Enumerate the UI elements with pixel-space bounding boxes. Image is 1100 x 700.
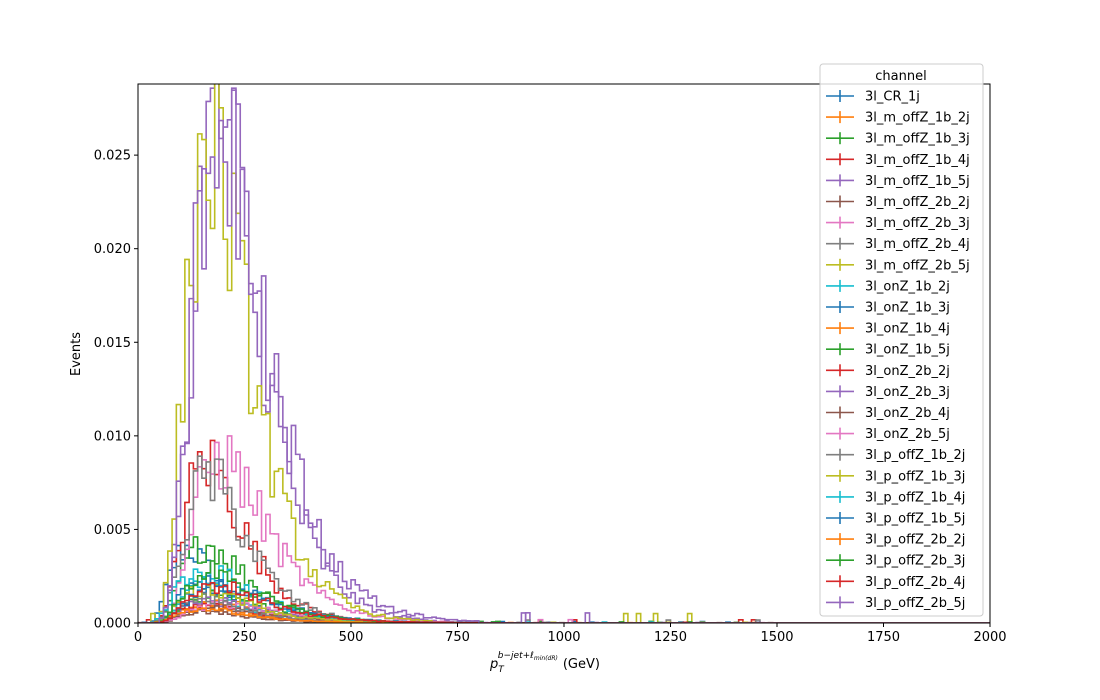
legend-entry: 3l_CR_1j — [826, 90, 920, 105]
legend-label: 3l_p_offZ_2b_2j — [865, 533, 965, 548]
x-tick-label: 0 — [134, 630, 142, 645]
y-axis: 0.000 0.005 0.010 0.015 0.020 0.025 — [94, 149, 138, 632]
legend-entry: 3l_onZ_2b_5j — [826, 427, 950, 442]
legend-label: 3l_m_offZ_1b_2j — [865, 111, 970, 126]
legend-label: 3l_p_offZ_2b_3j — [865, 554, 965, 569]
legend-label: 3l_onZ_2b_3j — [865, 385, 950, 400]
legend-entry: 3l_m_offZ_1b_4j — [826, 153, 970, 168]
legend-entry: 3l_m_offZ_2b_5j — [826, 258, 970, 273]
y-tick-label: 0.025 — [94, 149, 131, 164]
legend-title: channel — [875, 69, 926, 84]
legend-label: 3l_CR_1j — [865, 90, 920, 105]
legend-entry: 3l_p_offZ_2b_2j — [826, 533, 965, 548]
y-tick-label: 0.005 — [94, 523, 131, 538]
legend-label: 3l_m_offZ_1b_3j — [865, 132, 970, 147]
legend-entry: 3l_onZ_1b_2j — [826, 279, 950, 294]
x-tick-label: 1750 — [867, 630, 900, 645]
legend-label: 3l_onZ_1b_3j — [865, 301, 950, 316]
legend-entry: 3l_m_offZ_2b_3j — [826, 216, 970, 231]
legend-entry: 3l_m_offZ_1b_3j — [826, 132, 970, 147]
legend-label: 3l_onZ_1b_2j — [865, 279, 950, 294]
y-tick-label: 0.020 — [94, 242, 131, 257]
legend-label: 3l_m_offZ_1b_5j — [865, 174, 970, 189]
legend-label: 3l_onZ_2b_4j — [865, 406, 950, 421]
legend-entry: 3l_p_offZ_1b_2j — [826, 448, 965, 463]
series-line-3l_m_offZ_1b_4j — [138, 439, 990, 623]
series-line-3l_m_offZ_2b_4j — [138, 455, 990, 623]
x-tick-label: 1250 — [654, 630, 687, 645]
legend-label: 3l_onZ_1b_4j — [865, 322, 950, 337]
x-tick-label: 1000 — [547, 630, 580, 645]
x-axis-label: pTb−jet+ℓmin(dR) (GeV) — [489, 651, 600, 675]
y-tick-label: 0.000 — [94, 617, 131, 632]
legend-entry: 3l_onZ_1b_4j — [826, 322, 950, 337]
legend-label: 3l_m_offZ_2b_3j — [865, 216, 970, 231]
x-tick-label: 1500 — [760, 630, 793, 645]
legend-entry: 3l_m_offZ_1b_5j — [826, 174, 970, 189]
y-tick-label: 0.015 — [94, 336, 131, 351]
x-tick-label: 750 — [445, 630, 470, 645]
legend-label: 3l_p_offZ_1b_5j — [865, 512, 965, 527]
x-tick-label: 250 — [232, 630, 257, 645]
legend-label: 3l_p_offZ_1b_3j — [865, 469, 965, 484]
y-axis-label: Events — [69, 332, 84, 376]
x-axis: 0 250 500 750 1000 1250 1500 1750 2000 — [134, 623, 1007, 645]
legend-entry: 3l_m_offZ_1b_2j — [826, 111, 970, 126]
y-tick-label: 0.010 — [94, 429, 131, 444]
legend-entry: 3l_m_offZ_2b_2j — [826, 195, 970, 210]
legend-label: 3l_onZ_1b_5j — [865, 343, 950, 358]
legend: channel 3l_CR_1j 3l_m_offZ_1b_2j 3l_m_offZ… — [819, 63, 984, 617]
legend-entry: 3l_p_offZ_2b_5j — [826, 596, 965, 611]
legend-entry: 3l_p_offZ_1b_5j — [826, 512, 965, 527]
legend-entry: 3l_onZ_2b_2j — [826, 364, 950, 379]
series-line-3l_p_offZ_2b_5j — [138, 89, 990, 623]
legend-entry: 3l_onZ_1b_3j — [826, 301, 950, 316]
legend-label: 3l_m_offZ_2b_4j — [865, 237, 970, 252]
legend-box — [819, 63, 984, 617]
legend-entry: 3l_onZ_1b_5j — [826, 343, 950, 358]
legend-label: 3l_m_offZ_2b_5j — [865, 258, 970, 273]
legend-label: 3l_onZ_2b_5j — [865, 427, 950, 442]
legend-entry: 3l_m_offZ_2b_4j — [826, 237, 970, 252]
legend-entry: 3l_p_offZ_2b_4j — [826, 575, 965, 590]
legend-label: 3l_m_offZ_1b_4j — [865, 153, 970, 168]
legend-entry: 3l_p_offZ_1b_3j — [826, 469, 965, 484]
legend-label: 3l_p_offZ_2b_5j — [865, 596, 965, 611]
legend-label: 3l_p_offZ_1b_4j — [865, 490, 965, 505]
legend-entry: 3l_onZ_2b_4j — [826, 406, 950, 421]
legend-entry: 3l_p_offZ_1b_4j — [826, 490, 965, 505]
legend-label: 3l_p_offZ_1b_2j — [865, 448, 965, 463]
legend-label: 3l_p_offZ_2b_4j — [865, 575, 965, 590]
legend-label: 3l_onZ_2b_2j — [865, 364, 950, 379]
x-tick-label: 2000 — [973, 630, 1006, 645]
legend-entry: 3l_p_offZ_2b_3j — [826, 554, 965, 569]
legend-entry: 3l_onZ_2b_3j — [826, 385, 950, 400]
x-tick-label: 500 — [339, 630, 364, 645]
legend-label: 3l_m_offZ_2b_2j — [865, 195, 970, 210]
